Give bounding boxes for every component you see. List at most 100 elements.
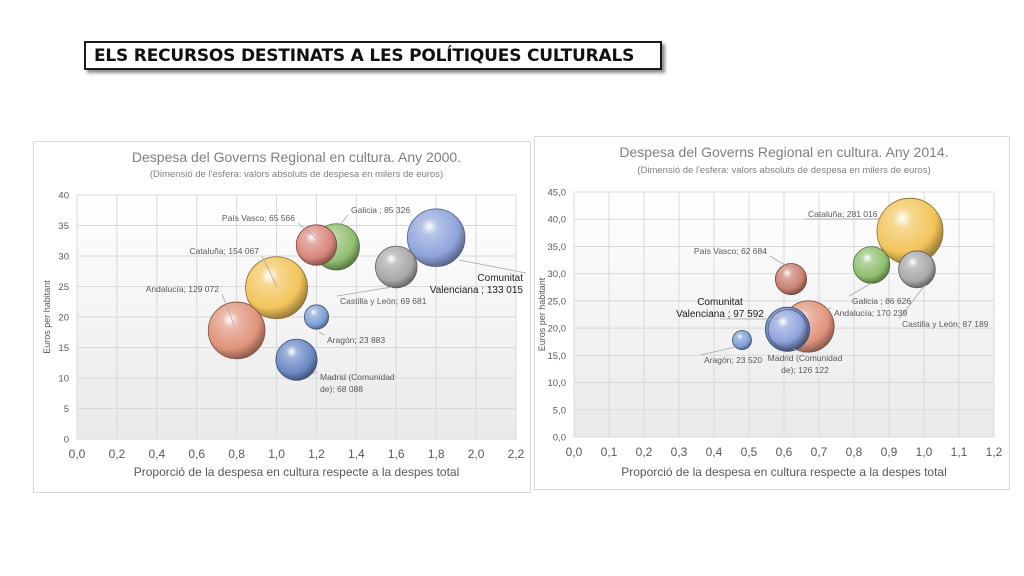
x-tick-label: 0,3: [671, 445, 688, 459]
y-tick-label: 10,0: [548, 378, 567, 389]
x-tick-label: 1,2: [308, 447, 325, 461]
x-tick-label: 0,8: [846, 445, 863, 459]
bubble-chart-2000: Despesa del Governs Regional en cultura.…: [33, 141, 531, 493]
y-tick-label: 15,0: [548, 351, 567, 362]
data-label-andaluc-a: Andalucía; 170 239: [834, 308, 908, 318]
data-label-comunitat-valenciana: Comunitat Valenciana ; 97 592: [676, 297, 764, 320]
x-tick-label: 0,0: [69, 447, 86, 461]
y-tick-label: 40,0: [548, 215, 567, 226]
y-tick-label: 30: [58, 252, 69, 263]
y-tick-label: 5,0: [553, 405, 566, 416]
data-label-galicia: Galicia ; 86 626: [852, 296, 911, 306]
y-tick-label: 0,0: [553, 433, 566, 444]
x-tick-label: 0,2: [109, 447, 126, 461]
leader-line: [338, 214, 349, 227]
x-tick-label: 0,1: [601, 445, 618, 459]
x-tick-label: 0,8: [228, 447, 245, 461]
data-label-madrid-comunidad-de-: Madrid (Comunidad de); 126 122: [768, 353, 843, 375]
x-tick-label: 0,6: [188, 447, 205, 461]
x-tick-label: 0,4: [706, 445, 723, 459]
bubble-chart-2014: Despesa del Governs Regional en cultura.…: [534, 136, 1010, 490]
x-tick-label: 0,4: [148, 447, 165, 461]
leader-line: [700, 346, 736, 356]
x-tick-label: 1,0: [916, 445, 933, 459]
y-tick-label: 5: [64, 404, 69, 415]
y-axis-label: Euros per habitant: [537, 277, 547, 351]
x-tick-label: 1,6: [388, 447, 405, 461]
y-tick-label: 25: [58, 282, 69, 293]
data-label-castilla-y-le-n: Castilla y León; 87 189: [902, 319, 989, 329]
data-label-arag-n: Aragón; 23 520: [704, 355, 762, 365]
x-tick-label: 0,6: [776, 445, 793, 459]
bubble-comunitat-valenciana: [767, 309, 808, 350]
data-label-catalu-a: Cataluña; 281 016: [808, 209, 878, 219]
x-tick-label: 0,7: [811, 445, 828, 459]
x-tick-label: 0,5: [741, 445, 758, 459]
y-tick-label: 25,0: [548, 296, 567, 307]
y-tick-label: 35: [58, 221, 69, 232]
leader-line: [221, 293, 235, 326]
x-tick-label: 1,4: [348, 447, 365, 461]
chart-subtitle: (Dimensió de l'esfera: valors absoluts d…: [150, 169, 443, 180]
slide-title-box: ELS RECURSOS DESTINATS A LES POLÍTIQUES …: [84, 41, 662, 70]
leader-line: [824, 307, 832, 310]
data-label-andaluc-a: Andalucía; 129 072: [146, 284, 220, 294]
leader-line: [297, 222, 317, 239]
x-tick-label: 0,9: [881, 445, 898, 459]
bubble-arag-n: [303, 304, 330, 330]
y-tick-label: 35,0: [548, 242, 567, 253]
bubble-andaluc-a: [207, 301, 266, 360]
leader-line: [458, 259, 527, 274]
y-axis-label: Euros per habitant: [42, 280, 52, 354]
bubble-castilla-y-le-n: [898, 250, 936, 289]
x-axis-label: Proporció de la despesa en cultura respe…: [134, 465, 460, 479]
chart-subtitle: (Dimensió de l'esfera: valors absoluts d…: [637, 165, 930, 176]
x-tick-label: 0,0: [566, 445, 583, 459]
y-tick-label: 20,0: [548, 324, 567, 335]
x-tick-label: 2,2: [508, 447, 525, 461]
x-tick-label: 2,0: [468, 447, 485, 461]
bubble-pa-s-vasco: [775, 263, 807, 296]
leader-line: [792, 348, 806, 354]
x-tick-label: 1,1: [951, 445, 968, 459]
bubble-comunitat-valenciana: [406, 208, 466, 267]
leader-line: [311, 371, 318, 375]
y-tick-label: 30,0: [548, 269, 567, 280]
bubble-arag-n: [732, 330, 752, 351]
y-tick-label: 15: [58, 343, 69, 354]
x-tick-label: 1,2: [986, 445, 1003, 459]
y-tick-label: 40: [58, 191, 69, 202]
x-tick-label: 1,8: [428, 447, 445, 461]
data-label-arag-n: Aragón; 23 883: [327, 335, 385, 345]
y-tick-label: 45,0: [548, 188, 567, 199]
leader-line: [261, 255, 278, 288]
slide-title: ELS RECURSOS DESTINATS A LES POLÍTIQUES …: [94, 46, 635, 66]
leader-line: [848, 282, 873, 297]
data-label-pa-s-vasco: País Vasco; 65 566: [222, 213, 295, 223]
y-tick-label: 0: [64, 435, 69, 446]
data-label-catalu-a: Cataluña; 154 067: [190, 246, 260, 256]
data-label-madrid-comunidad-de-: Madrid (Comunidad de); 68 088: [320, 372, 395, 394]
x-axis-label: Proporció de la despesa en cultura respe…: [621, 465, 947, 479]
bubble-pa-s-vasco: [295, 224, 338, 266]
chart-svg-2000: Despesa del Governs Regional en cultura.…: [42, 149, 527, 479]
chart-svg-2014: Despesa del Governs Regional en cultura.…: [537, 144, 1003, 479]
chart-title: Despesa del Governs Regional en cultura.…: [132, 149, 461, 165]
leader-line: [898, 284, 926, 320]
chart-title: Despesa del Governs Regional en cultura.…: [619, 144, 948, 160]
y-tick-label: 10: [58, 374, 69, 385]
leader-line: [336, 286, 393, 297]
data-label-castilla-y-le-n: Castilla y León; 69 681: [340, 296, 427, 306]
data-label-comunitat-valenciana: Comunitat Valenciana ; 133 015: [430, 273, 524, 296]
bubble-galicia: [852, 246, 891, 284]
bubble-catalu-a: [245, 256, 308, 320]
data-label-galicia: Galicia ; 85 326: [351, 205, 410, 215]
leader-line: [318, 331, 325, 336]
leader-line: [769, 255, 786, 266]
x-tick-label: 0,2: [636, 445, 653, 459]
x-tick-label: 1,0: [268, 447, 285, 461]
bubble-castilla-y-le-n: [375, 245, 418, 289]
y-tick-label: 20: [58, 313, 69, 324]
bubble-madrid-comunidad-de-: [275, 338, 318, 381]
data-label-pa-s-vasco: País Vasco; 62 684: [694, 246, 767, 256]
